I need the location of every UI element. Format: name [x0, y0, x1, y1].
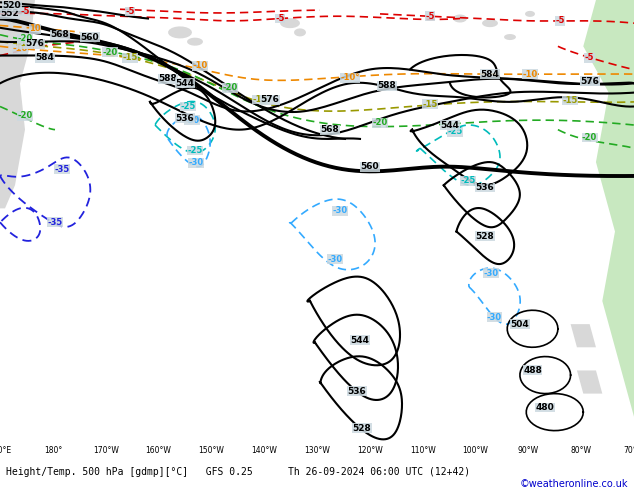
Text: 588: 588 [158, 74, 178, 83]
Text: 560: 560 [81, 32, 100, 42]
Polygon shape [168, 26, 192, 38]
Text: -15: -15 [422, 99, 437, 109]
Text: 584: 584 [36, 53, 55, 62]
Text: 110°W: 110°W [410, 446, 436, 455]
Text: 120°W: 120°W [357, 446, 383, 455]
Text: 480: 480 [536, 403, 555, 412]
Text: -35: -35 [48, 218, 63, 227]
Text: 90°W: 90°W [518, 446, 539, 455]
Polygon shape [504, 34, 516, 40]
Text: 568: 568 [51, 30, 69, 39]
Polygon shape [577, 370, 602, 393]
Text: -35: -35 [55, 165, 70, 173]
Text: 70°W: 70°W [623, 446, 634, 455]
Text: -25: -25 [180, 102, 196, 111]
Text: -25: -25 [448, 127, 463, 137]
Text: -10: -10 [192, 61, 207, 70]
Text: 576: 576 [581, 76, 599, 86]
Text: 544: 544 [176, 79, 195, 88]
Text: -30: -30 [487, 313, 502, 322]
Text: -20: -20 [582, 133, 597, 142]
Text: 576: 576 [25, 40, 44, 49]
Text: 528: 528 [353, 424, 372, 433]
Text: 544: 544 [441, 121, 460, 129]
Text: 536: 536 [347, 387, 366, 396]
Polygon shape [0, 0, 35, 208]
Polygon shape [0, 65, 10, 83]
Text: 130°W: 130°W [304, 446, 330, 455]
Text: -5: -5 [425, 12, 435, 21]
Text: 568: 568 [321, 125, 339, 134]
Polygon shape [0, 37, 15, 55]
Text: -30: -30 [188, 158, 204, 168]
Text: 552: 552 [1, 9, 20, 19]
Polygon shape [453, 15, 467, 23]
Text: 576: 576 [261, 95, 280, 104]
Text: -10: -10 [522, 70, 538, 78]
Text: 80°W: 80°W [571, 446, 592, 455]
Text: -5: -5 [585, 53, 594, 62]
Text: -15: -15 [562, 96, 578, 105]
Text: 504: 504 [510, 319, 529, 329]
Text: 488: 488 [523, 366, 542, 375]
Text: -20: -20 [372, 118, 387, 127]
Polygon shape [0, 0, 18, 208]
Text: 536: 536 [176, 114, 195, 122]
Text: -30: -30 [332, 206, 347, 215]
Text: -5: -5 [275, 14, 285, 23]
Polygon shape [187, 38, 203, 46]
Text: 584: 584 [481, 70, 500, 78]
Text: 528: 528 [476, 232, 495, 241]
Text: ©weatheronline.co.uk: ©weatheronline.co.uk [519, 479, 628, 489]
Text: 560: 560 [361, 162, 379, 171]
Text: 140°W: 140°W [251, 446, 277, 455]
Text: 544: 544 [351, 336, 370, 345]
Polygon shape [525, 11, 535, 17]
Text: -30: -30 [484, 269, 499, 278]
Text: -20: -20 [102, 48, 118, 57]
Text: -20: -20 [223, 83, 238, 93]
Text: -10: -10 [13, 44, 28, 53]
Text: -30: -30 [184, 116, 200, 125]
Text: 100°W: 100°W [463, 446, 488, 455]
Polygon shape [294, 28, 306, 36]
Text: -10°: -10° [340, 74, 359, 82]
Polygon shape [280, 18, 300, 28]
Text: -25: -25 [187, 146, 203, 155]
Text: 160°W: 160°W [146, 446, 171, 455]
Text: -20: -20 [17, 34, 32, 44]
Text: 588: 588 [378, 81, 396, 90]
Polygon shape [482, 19, 498, 27]
Text: 520: 520 [3, 1, 22, 10]
Text: -30: -30 [327, 255, 342, 264]
Text: 536: 536 [476, 183, 495, 192]
Text: -5: -5 [126, 7, 135, 16]
Text: -5: -5 [20, 7, 30, 16]
Text: -15: -15 [252, 95, 268, 104]
Text: -15: -15 [122, 53, 138, 62]
Text: 170°W: 170°W [93, 446, 119, 455]
Text: 584: 584 [581, 76, 599, 86]
Text: -25: -25 [460, 176, 476, 185]
Text: 150°W: 150°W [198, 446, 224, 455]
Text: -15: -15 [17, 40, 33, 49]
Text: 180°: 180° [44, 446, 62, 455]
Text: -5: -5 [555, 16, 565, 25]
Text: 190°E: 190°E [0, 446, 11, 455]
Text: 10: 10 [29, 24, 41, 33]
Polygon shape [583, 0, 634, 463]
Text: -20: -20 [17, 111, 32, 120]
Text: Height/Temp. 500 hPa [gdmp][°C]   GFS 0.25      Th 26-09-2024 06:00 UTC (12+42): Height/Temp. 500 hPa [gdmp][°C] GFS 0.25… [6, 467, 470, 477]
Polygon shape [571, 324, 596, 347]
